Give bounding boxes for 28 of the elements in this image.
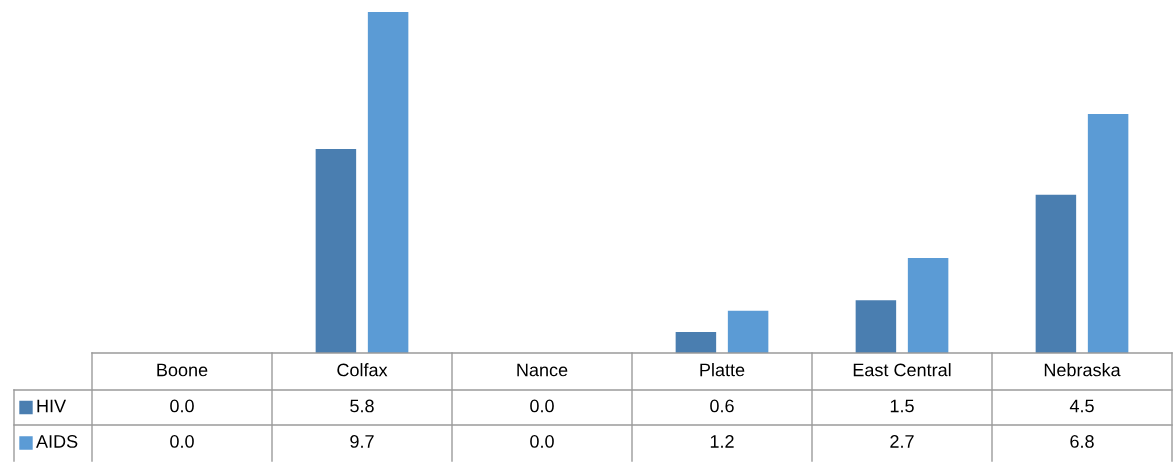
legend-label: AIDS <box>36 435 78 448</box>
data-label: 1.2 <box>710 435 734 448</box>
data-label: 0.6 <box>710 399 734 413</box>
bar <box>315 149 357 353</box>
x-tick-label: Nance <box>517 363 568 377</box>
data-label: 0.0 <box>530 399 554 413</box>
data-label: 0.0 <box>170 399 194 413</box>
x-tick-label: Colfax <box>337 363 388 377</box>
data-label: 0.0 <box>170 435 194 448</box>
data-label: 0.0 <box>530 435 554 448</box>
x-tick-label: Nebraska <box>1044 363 1121 377</box>
data-label: 6.8 <box>1070 435 1094 448</box>
data-label: 1.5 <box>890 399 914 413</box>
x-tick-label: Boone <box>157 363 208 377</box>
bar <box>855 300 897 353</box>
data-label: 5.8 <box>350 399 374 413</box>
bar <box>727 310 769 353</box>
data-label: 9.7 <box>350 435 374 448</box>
bar <box>367 11 409 353</box>
bar <box>675 331 717 353</box>
x-tick-label: East Central <box>853 363 951 377</box>
bar <box>1087 113 1129 353</box>
data-label: 4.5 <box>1069 399 1094 413</box>
bar <box>1035 194 1077 353</box>
legend-label: HIV <box>37 399 67 413</box>
data-label: 2.7 <box>890 435 914 448</box>
bar <box>907 258 949 353</box>
x-tick-label: Platte <box>700 363 745 377</box>
